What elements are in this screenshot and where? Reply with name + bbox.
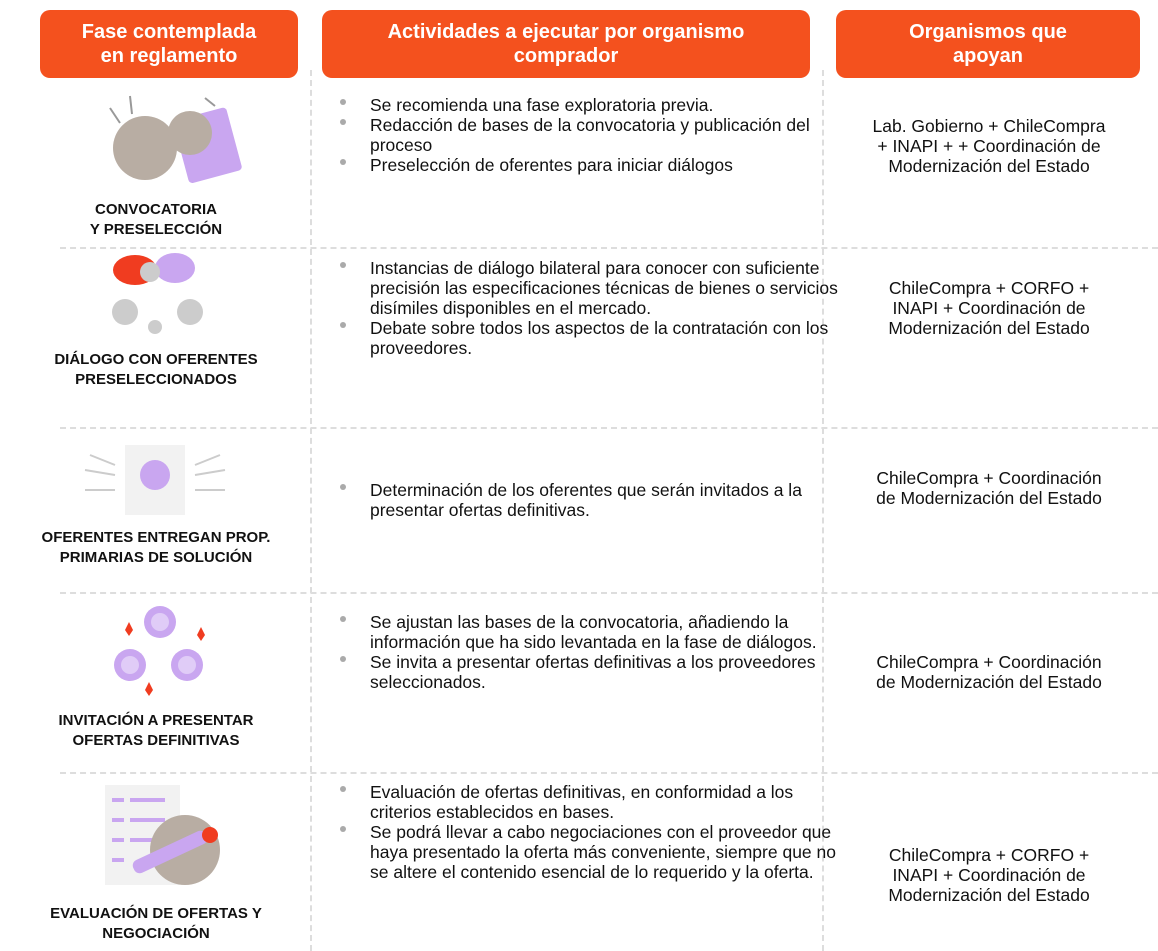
- activity-item: Se invita a presentar ofertas definitiva…: [340, 652, 840, 692]
- activity-list: Se recomienda una fase exploratoria prev…: [338, 95, 840, 175]
- activity-item: Debate sobre todos los aspectos de la co…: [340, 318, 840, 358]
- activity-item: Se recomienda una fase exploratoria prev…: [340, 95, 840, 115]
- column-separator: [822, 70, 824, 951]
- header-cell: Organismos que apoyan: [836, 10, 1140, 78]
- phase-label: INVITACIÓN A PRESENTAR OFERTAS DEFINITIV…: [58, 712, 254, 749]
- organisms: ChileCompra + CORFO + INAPI + Coordinaci…: [888, 845, 1090, 905]
- row-separator: [60, 592, 1158, 594]
- column-separator: [310, 70, 312, 951]
- activity-item: Determinación de los oferentes que serán…: [340, 480, 840, 520]
- icon: [114, 606, 205, 696]
- organisms: Lab. Gobierno + ChileCompra + INAPI + + …: [872, 116, 1106, 176]
- phase-label: EVALUACIÓN DE OFERTAS Y NEGOCIACIÓN: [50, 905, 262, 942]
- activity-item: Preselección de oferentes para iniciar d…: [340, 155, 840, 175]
- organisms: ChileCompra + Coordinación de Modernizac…: [876, 468, 1102, 508]
- activity-item: Evaluación de ofertas definitivas, en co…: [340, 782, 840, 822]
- activity-item: Instancias de diálogo bilateral para con…: [340, 258, 840, 318]
- activity-list: Evaluación de ofertas definitivas, en co…: [338, 782, 840, 882]
- header-cell: Fase contemplada en reglamento: [40, 10, 298, 78]
- icon: [112, 253, 203, 334]
- activity-item: Se podrá llevar a cabo negociaciones con…: [340, 822, 840, 882]
- row-separator: [60, 427, 1158, 429]
- header-cell: Actividades a ejecutar por organismo com…: [322, 10, 810, 78]
- row-separator: [60, 772, 1158, 774]
- icon: [84, 445, 226, 515]
- row-separator: [60, 247, 1158, 249]
- activity-list: Se ajustan las bases de la convocatoria,…: [338, 612, 840, 692]
- activity-item: Se ajustan las bases de la convocatoria,…: [340, 612, 840, 652]
- activity-list: Instancias de diálogo bilateral para con…: [338, 258, 840, 358]
- phase-label: CONVOCATORIA Y PRESELECCIÓN: [89, 201, 223, 238]
- phase-label: OFERENTES ENTREGAN PROP. PRIMARIAS DE SO…: [41, 529, 271, 566]
- organisms: ChileCompra + Coordinación de Modernizac…: [876, 652, 1102, 692]
- activity-list: Determinación de los oferentes que serán…: [338, 480, 840, 520]
- organisms: ChileCompra + CORFO + INAPI + Coordinaci…: [888, 278, 1090, 338]
- phase-label: DIÁLOGO CON OFERENTES PRESELECCIONADOS: [54, 351, 258, 388]
- icon: [105, 785, 220, 885]
- icon: [109, 95, 242, 183]
- activity-item: Redacción de bases de la convocatoria y …: [340, 115, 840, 155]
